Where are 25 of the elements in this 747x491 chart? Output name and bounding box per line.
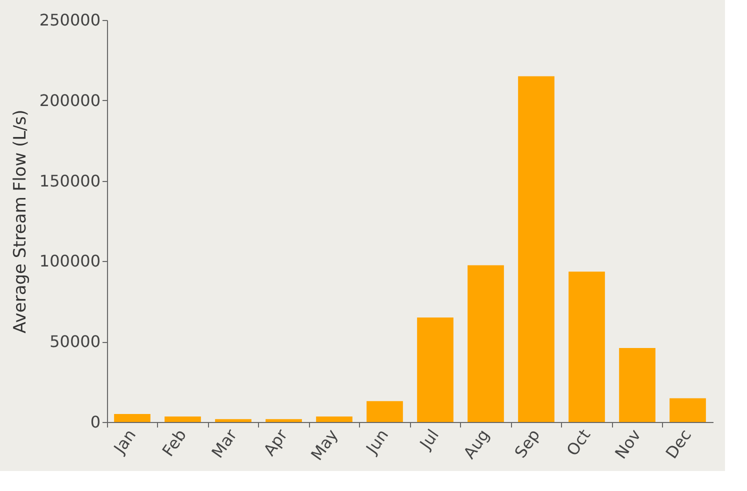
x-tick-label: Sep <box>510 426 544 462</box>
bar <box>215 419 252 422</box>
bar <box>164 416 201 422</box>
y-tick-label: 150000 <box>39 171 100 190</box>
bar <box>670 398 706 422</box>
x-tick-label: Jun <box>362 426 392 458</box>
x-tick-label: Jan <box>109 426 140 458</box>
x-tick-label: Oct <box>562 426 594 460</box>
bar <box>619 348 656 422</box>
bar <box>568 272 605 422</box>
bar <box>518 76 554 422</box>
y-tick-label: 250000 <box>39 10 100 30</box>
bar <box>114 414 150 422</box>
bar <box>266 419 302 422</box>
bar <box>468 265 504 422</box>
y-axis-title: Average Stream Flow (L/s) <box>10 110 30 334</box>
y-tick-label: 100000 <box>39 252 100 271</box>
x-tick-label: Jul <box>415 426 443 454</box>
bar <box>316 416 352 422</box>
x-tick-label: Feb <box>158 426 190 460</box>
y-tick-label: 200000 <box>39 90 100 110</box>
bar <box>366 401 403 422</box>
y-tick-label: 0 <box>90 412 100 432</box>
y-tick-label: 50000 <box>50 332 100 352</box>
bar <box>417 317 454 422</box>
